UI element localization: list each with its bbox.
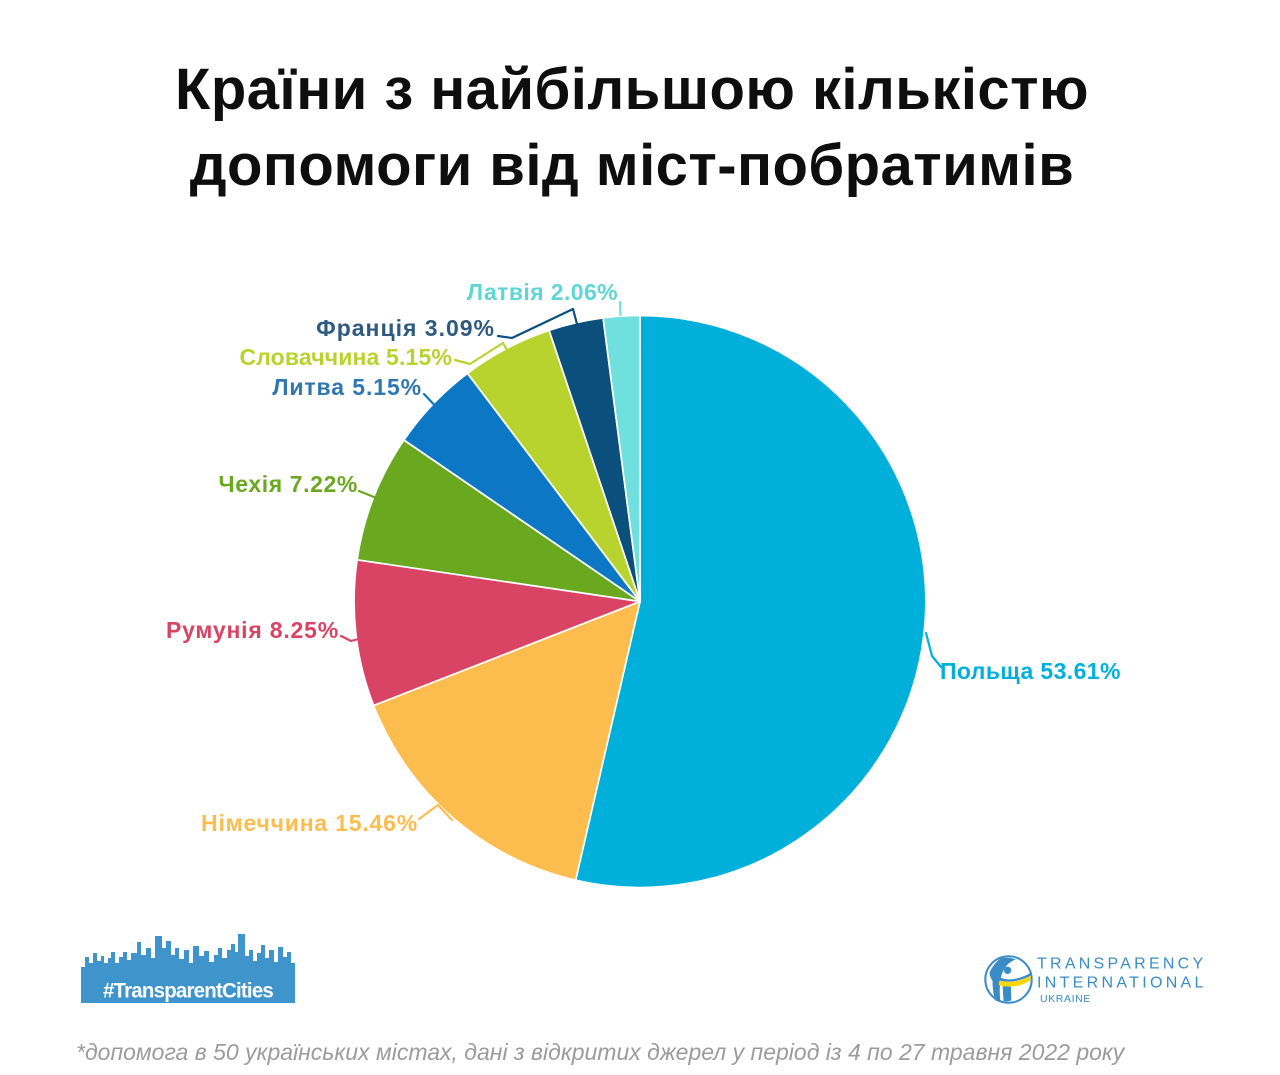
svg-text:INTERNATIONAL: INTERNATIONAL [1037,975,1207,992]
svg-text:TRANSPARENCY: TRANSPARENCY [1037,956,1206,973]
svg-text:UKRAINE: UKRAINE [1040,993,1091,1005]
svg-text:#TransparentCities: #TransparentCities [103,979,273,1003]
